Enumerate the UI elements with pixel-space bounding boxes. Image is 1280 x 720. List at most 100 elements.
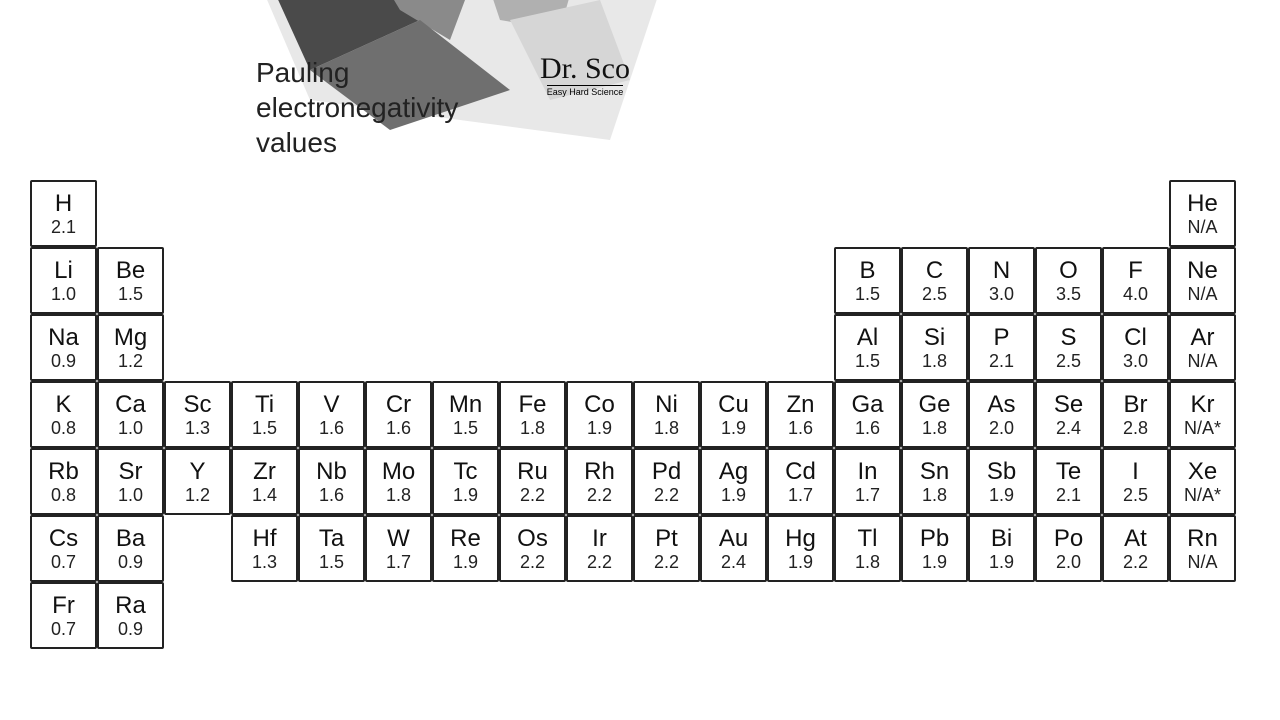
element-cell-rn: RnN/A (1169, 515, 1236, 582)
element-symbol: Hf (253, 527, 277, 551)
element-cell-cu: Cu 1.9 (700, 381, 767, 448)
logo-drsco: Dr. Sco Easy Hard Science (530, 55, 640, 100)
empty-cell (834, 582, 901, 649)
element-cell-tc: Tc1.9 (432, 448, 499, 515)
element-symbol: Zr (253, 460, 276, 484)
element-cell-be: Be 1.5 (97, 247, 164, 314)
element-symbol: P (993, 326, 1009, 350)
element-symbol: Rn (1187, 527, 1218, 551)
element-symbol: Cd (785, 460, 816, 484)
element-value: 0.8 (51, 486, 76, 504)
element-value: 2.8 (1123, 419, 1148, 437)
chart-title: Pauling electronegativity values (256, 55, 458, 160)
element-symbol: Cr (386, 393, 411, 417)
element-value: 2.5 (1123, 486, 1148, 504)
element-cell-s: S2.5 (1035, 314, 1102, 381)
element-value: 1.8 (922, 419, 947, 437)
element-symbol: Ge (918, 393, 950, 417)
element-symbol: K (55, 393, 71, 417)
element-value: 1.5 (319, 553, 344, 571)
element-cell-br: Br 2.8 (1102, 381, 1169, 448)
element-cell-bi: Bi1.9 (968, 515, 1035, 582)
element-value: 0.7 (51, 553, 76, 571)
element-value: N/A (1187, 352, 1217, 370)
element-cell-zr: Zr1.4 (231, 448, 298, 515)
element-symbol: Al (857, 326, 878, 350)
element-cell-ru: Ru2.2 (499, 448, 566, 515)
element-cell-hf: Hf 1.3 (231, 515, 298, 582)
empty-cell (1102, 180, 1169, 247)
element-cell-zn: Zn 1.6 (767, 381, 834, 448)
element-cell-sb: Sb1.9 (968, 448, 1035, 515)
element-cell-kr: KrN/A* (1169, 381, 1236, 448)
element-value: 1.5 (252, 419, 277, 437)
element-symbol: Ni (655, 393, 678, 417)
element-symbol: Mg (114, 326, 147, 350)
element-cell-os: Os2.2 (499, 515, 566, 582)
element-symbol: H (55, 192, 72, 216)
element-cell-hg: Hg1.9 (767, 515, 834, 582)
element-cell-al: Al1.5 (834, 314, 901, 381)
element-value: 1.5 (453, 419, 478, 437)
empty-cell (700, 582, 767, 649)
element-symbol: At (1124, 527, 1147, 551)
element-value: 1.9 (721, 419, 746, 437)
element-symbol: Ir (592, 527, 607, 551)
element-value: 1.2 (118, 352, 143, 370)
element-cell-h: H2.1 (30, 180, 97, 247)
element-value: 1.3 (252, 553, 277, 571)
element-value: 0.7 (51, 620, 76, 638)
element-cell-pt: Pt2.2 (633, 515, 700, 582)
element-value: 2.4 (1056, 419, 1081, 437)
element-value: 2.2 (1123, 553, 1148, 571)
element-symbol: Rh (584, 460, 615, 484)
element-cell-nb: Nb1.6 (298, 448, 365, 515)
empty-cell (499, 247, 566, 314)
element-symbol: Xe (1188, 460, 1217, 484)
element-value: 1.6 (855, 419, 880, 437)
empty-cell (365, 582, 432, 649)
element-value: 1.9 (989, 553, 1014, 571)
element-value: 1.7 (855, 486, 880, 504)
element-symbol: Zn (786, 393, 814, 417)
element-value: 3.5 (1056, 285, 1081, 303)
element-symbol: Ne (1187, 259, 1218, 283)
element-symbol: Ca (115, 393, 146, 417)
element-symbol: Cu (718, 393, 749, 417)
element-value: 1.6 (319, 419, 344, 437)
element-symbol: F (1128, 259, 1143, 283)
element-value: 1.5 (118, 285, 143, 303)
element-symbol: Au (719, 527, 748, 551)
element-value: 1.6 (319, 486, 344, 504)
element-symbol: Mn (449, 393, 482, 417)
element-symbol: Be (116, 259, 145, 283)
element-symbol: I (1132, 460, 1139, 484)
element-cell-at: At 2.2 (1102, 515, 1169, 582)
element-symbol: S (1060, 326, 1076, 350)
empty-cell (700, 180, 767, 247)
empty-cell (432, 314, 499, 381)
element-symbol: Mo (382, 460, 415, 484)
element-value: 1.5 (855, 285, 880, 303)
element-symbol: Br (1124, 393, 1148, 417)
element-value: N/A* (1184, 486, 1221, 504)
element-symbol: Tc (454, 460, 478, 484)
empty-cell (700, 314, 767, 381)
element-symbol: Se (1054, 393, 1083, 417)
element-value: 1.7 (386, 553, 411, 571)
element-value: 1.0 (118, 486, 143, 504)
element-symbol: Sr (119, 460, 143, 484)
element-cell-in: In 1.7 (834, 448, 901, 515)
title-line-1: Pauling (256, 55, 458, 90)
element-value: 1.8 (520, 419, 545, 437)
element-cell-na: Na0.9 (30, 314, 97, 381)
element-symbol: Ag (719, 460, 748, 484)
element-symbol: In (857, 460, 877, 484)
element-cell-rh: Rh2.2 (566, 448, 633, 515)
element-symbol: Fr (52, 594, 75, 618)
element-symbol: Ru (517, 460, 548, 484)
element-cell-he: HeN/A (1169, 180, 1236, 247)
element-cell-mn: Mn 1.5 (432, 381, 499, 448)
element-value: 0.8 (51, 419, 76, 437)
element-value: 1.6 (788, 419, 813, 437)
